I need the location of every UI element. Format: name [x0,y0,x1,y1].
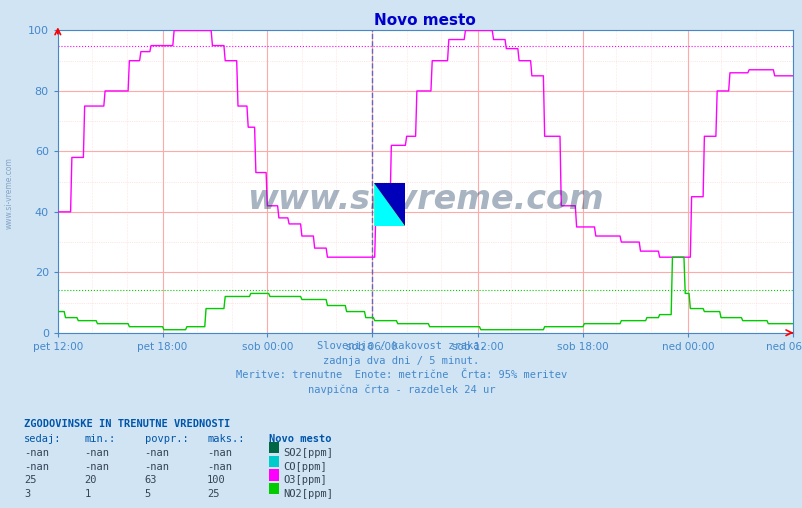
Text: www.si-vreme.com: www.si-vreme.com [246,183,603,216]
Text: maks.:: maks.: [207,434,245,444]
Text: Slovenija / kakovost zraka.: Slovenija / kakovost zraka. [317,341,485,352]
Text: -nan: -nan [84,462,109,472]
Text: zadnja dva dni / 5 minut.: zadnja dva dni / 5 minut. [323,356,479,366]
Text: NO2[ppm]: NO2[ppm] [283,489,333,499]
Text: ZGODOVINSKE IN TRENUTNE VREDNOSTI: ZGODOVINSKE IN TRENUTNE VREDNOSTI [24,419,230,429]
Text: -nan: -nan [84,448,109,458]
Text: -nan: -nan [24,462,49,472]
Text: -nan: -nan [144,462,169,472]
Text: Novo mesto: Novo mesto [269,434,331,444]
Text: 5: 5 [144,489,151,499]
Text: 25: 25 [24,475,37,486]
Text: sedaj:: sedaj: [24,434,62,444]
Text: 25: 25 [207,489,220,499]
Text: -nan: -nan [207,462,232,472]
Text: navpična črta - razdelek 24 ur: navpična črta - razdelek 24 ur [307,384,495,395]
Text: CO[ppm]: CO[ppm] [283,462,326,472]
Text: 20: 20 [84,475,97,486]
Text: O3[ppm]: O3[ppm] [283,475,326,486]
Text: 63: 63 [144,475,157,486]
Text: www.si-vreme.com: www.si-vreme.com [5,157,14,229]
Text: 3: 3 [24,489,30,499]
Text: -nan: -nan [24,448,49,458]
Text: Meritve: trenutne  Enote: metrične  Črta: 95% meritev: Meritve: trenutne Enote: metrične Črta: … [236,370,566,380]
Text: SO2[ppm]: SO2[ppm] [283,448,333,458]
Text: 100: 100 [207,475,225,486]
Title: Novo mesto: Novo mesto [374,13,476,28]
Text: min.:: min.: [84,434,115,444]
Polygon shape [374,183,404,226]
Text: -nan: -nan [207,448,232,458]
Text: -nan: -nan [144,448,169,458]
Text: 1: 1 [84,489,91,499]
Polygon shape [374,183,404,226]
Text: povpr.:: povpr.: [144,434,188,444]
